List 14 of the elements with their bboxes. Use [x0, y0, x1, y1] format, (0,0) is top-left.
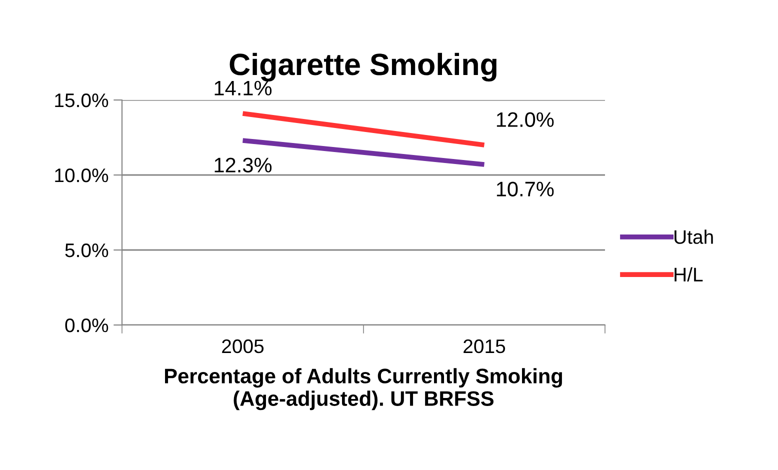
y-tick-label: 5.0%: [65, 243, 108, 258]
y-tick-label: 15.0%: [55, 93, 108, 108]
data-label: 14.1%: [214, 80, 272, 96]
y-tick-label: 0.0%: [65, 318, 108, 332]
data-label: 10.7%: [496, 182, 554, 196]
data-label: 12.0%: [496, 112, 554, 127]
legend-label: Utah: [674, 230, 713, 244]
x-tick-label: 2005: [222, 339, 264, 354]
legend-label: H/L: [674, 267, 703, 282]
x-axis-title: Percentage of Adults Currently Smoking (Age-adjusted). UT BRFSS: [165, 368, 562, 410]
y-tick-label: 10.0%: [55, 168, 108, 182]
x-tick-label: 2015: [464, 339, 506, 354]
chart-title: Cigarette Smoking: [230, 52, 496, 82]
data-label: 12.3%: [214, 158, 272, 172]
